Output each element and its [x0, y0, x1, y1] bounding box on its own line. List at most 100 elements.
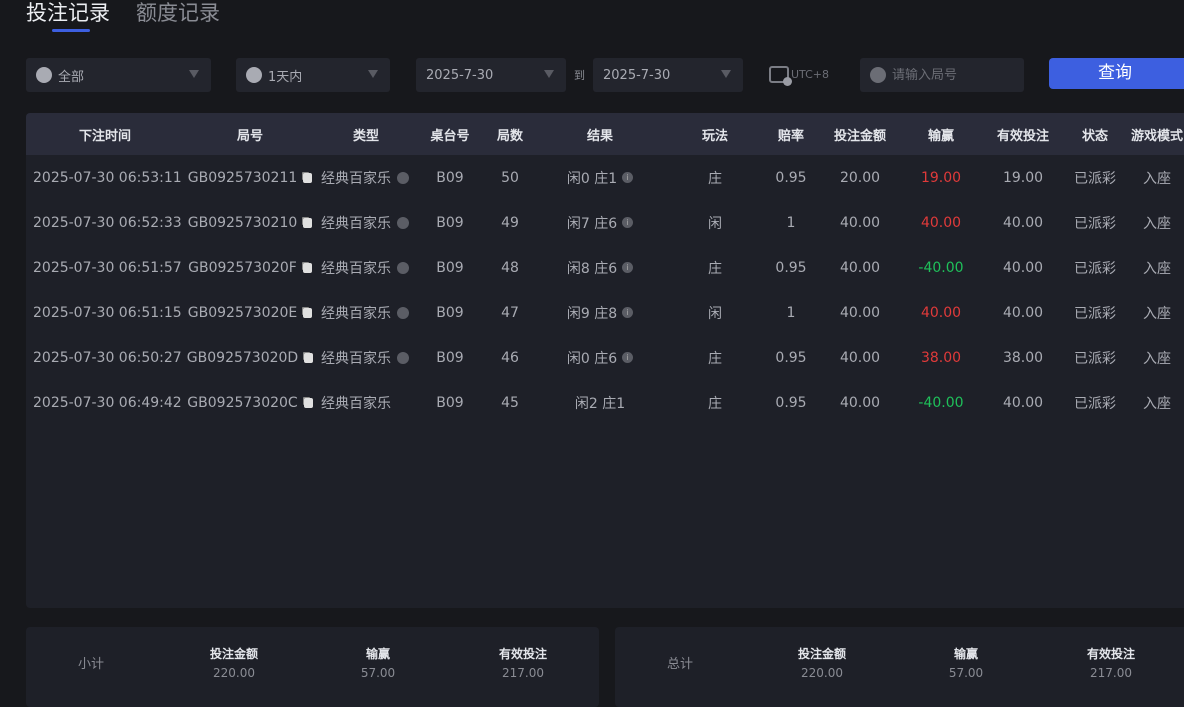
cell-odds: 0.95 — [766, 260, 816, 276]
round-value: GB092573020E — [187, 304, 298, 321]
info-icon[interactable]: i — [622, 217, 634, 228]
play-value: 庄 — [708, 170, 722, 187]
result-value: 闲0 庄6 — [566, 350, 618, 367]
type-value: 经典百家乐 — [321, 260, 391, 277]
cell-status: 已派彩 — [1068, 348, 1122, 368]
round-value: GB092573020C — [187, 394, 298, 411]
cell-round: GB0925730210 — [184, 215, 316, 231]
cell-result: 闲8 庄6 i — [536, 258, 664, 278]
cell-num: 45 — [484, 395, 536, 411]
amount-value: 20.00 — [839, 169, 881, 186]
round-search[interactable] — [860, 58, 1024, 92]
cell-play: 庄 — [664, 393, 766, 413]
type-value: 经典百家乐 — [321, 305, 391, 322]
cell-play: 庄 — [664, 348, 766, 368]
cell-table: B09 — [416, 395, 484, 411]
query-button[interactable]: 查询 — [1049, 58, 1184, 89]
column-header: 状态 — [1081, 128, 1108, 144]
num-value: 46 — [501, 349, 519, 366]
cell-amount: 40.00 — [816, 215, 904, 231]
date-to-picker[interactable]: 2025-7-30 — [593, 58, 743, 92]
cell-valid: 40.00 — [978, 305, 1068, 321]
round-number-input[interactable] — [892, 67, 1012, 83]
total-amount-label: 投注金额 — [797, 647, 846, 661]
cell-type: 经典百家乐 — [316, 303, 416, 323]
table-row: 2025-07-30 06:51:15 GB092573020E 经典百家乐 B09 4… — [26, 290, 1184, 335]
video-icon[interactable] — [397, 261, 409, 274]
odds-value: 1 — [786, 304, 796, 321]
cell-result: 闲0 庄6 i — [536, 348, 664, 368]
video-icon[interactable] — [397, 171, 409, 184]
cell-amount: 40.00 — [816, 260, 904, 276]
column-header: 玩法 — [701, 128, 728, 144]
date-from-picker[interactable]: 2025-7-30 — [416, 58, 566, 92]
result-value: 闲9 庄8 — [566, 305, 618, 322]
valid-value: 19.00 — [1002, 169, 1044, 186]
cell-status: 已派彩 — [1068, 258, 1122, 278]
copy-icon[interactable] — [303, 307, 313, 318]
copy-icon[interactable] — [304, 352, 314, 363]
status-value: 已派彩 — [1074, 305, 1116, 322]
type-value: 经典百家乐 — [321, 170, 391, 187]
result-value: 闲8 庄6 — [566, 260, 618, 277]
tab-credit-records[interactable]: 额度记录 — [136, 1, 220, 25]
amount-value: 40.00 — [839, 349, 881, 366]
timezone-indicator[interactable]: UTC+8 — [769, 66, 830, 86]
mode-value: 入座 — [1143, 260, 1171, 277]
cell-winloss: 40.00 — [904, 215, 978, 231]
cell-round: GB092573020E — [184, 305, 316, 321]
play-value: 庄 — [708, 395, 722, 412]
info-icon[interactable]: i — [622, 307, 634, 318]
status-value: 已派彩 — [1074, 170, 1116, 187]
cell-amount: 20.00 — [816, 170, 904, 186]
game-select[interactable]: 全部 — [26, 58, 211, 92]
cell-result: 闲9 庄8 i — [536, 303, 664, 323]
video-icon[interactable] — [397, 306, 409, 319]
info-icon[interactable]: i — [622, 352, 634, 363]
info-icon[interactable]: i — [622, 172, 634, 183]
subtotal-panel: 小计 投注金额 220.00 输赢 57.00 有效投注 217.00 — [26, 627, 599, 707]
column-header: 类型 — [352, 128, 379, 144]
copy-icon[interactable] — [303, 172, 313, 183]
cell-table: B09 — [416, 170, 484, 186]
winloss-value: 19.00 — [920, 169, 962, 186]
subtotal-valid: 217.00 — [502, 666, 544, 680]
timezone-label: UTC+8 — [791, 68, 830, 81]
cell-winloss: -40.00 — [904, 395, 978, 411]
type-value: 经典百家乐 — [321, 350, 391, 367]
copy-icon[interactable] — [302, 262, 312, 273]
cell-table: B09 — [416, 305, 484, 321]
video-icon[interactable] — [397, 351, 409, 364]
num-value: 45 — [501, 394, 519, 411]
chevron-down-icon — [189, 70, 199, 78]
period-select[interactable]: 1天内 — [236, 58, 390, 92]
cell-time: 2025-07-30 06:51:57 — [26, 260, 184, 276]
date-to-value: 2025-7-30 — [603, 67, 671, 83]
amount-value: 40.00 — [839, 394, 881, 411]
column-header: 游戏模式 — [1130, 128, 1183, 144]
total-amount: 220.00 — [801, 666, 843, 680]
round-value: GB092573020F — [188, 259, 297, 276]
copy-icon[interactable] — [303, 397, 313, 408]
column-header: 局号 — [236, 128, 263, 144]
cell-table: B09 — [416, 260, 484, 276]
table-row: 2025-07-30 06:51:57 GB092573020F 经典百家乐 B09 4… — [26, 245, 1184, 290]
cell-type: 经典百家乐 — [316, 168, 416, 188]
valid-value: 40.00 — [1002, 214, 1044, 231]
cell-time: 2025-07-30 06:50:27 — [26, 350, 184, 366]
info-icon[interactable]: i — [622, 262, 634, 273]
subtotal-amount-label: 投注金额 — [209, 647, 258, 661]
round-value: GB0925730211 — [187, 169, 298, 186]
valid-value: 40.00 — [1002, 394, 1044, 411]
tab-bet-records[interactable]: 投注记录 — [26, 1, 110, 32]
table-row: 2025-07-30 06:50:27 GB092573020D 经典百家乐 B09 4… — [26, 335, 1184, 380]
cell-winloss: 19.00 — [904, 170, 978, 186]
copy-icon[interactable] — [303, 217, 313, 228]
cell-valid: 19.00 — [978, 170, 1068, 186]
column-header: 投注金额 — [833, 128, 886, 144]
num-value: 47 — [501, 304, 519, 321]
cell-num: 49 — [484, 215, 536, 231]
cell-round: GB092573020F — [184, 260, 316, 276]
video-icon[interactable] — [397, 216, 409, 229]
cell-time: 2025-07-30 06:51:15 — [26, 305, 184, 321]
